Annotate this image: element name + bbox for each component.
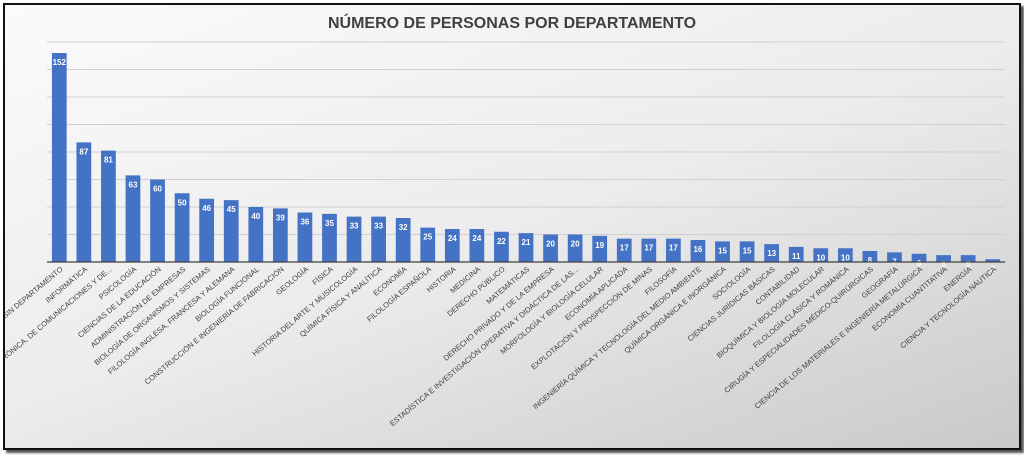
- data-label: 33: [350, 222, 359, 231]
- bar: [936, 255, 951, 262]
- data-label: 8: [868, 256, 873, 265]
- bar: [174, 193, 190, 262]
- data-label: 35: [325, 219, 334, 228]
- bar: [518, 233, 534, 262]
- data-label: 19: [595, 241, 604, 250]
- data-label: 10: [841, 253, 850, 262]
- data-label: 17: [644, 244, 653, 253]
- bar: [125, 175, 141, 262]
- data-label: 2: [990, 264, 995, 273]
- bar: [444, 229, 460, 262]
- data-label: 17: [669, 244, 678, 253]
- bar: [297, 212, 313, 262]
- data-label: 39: [276, 213, 285, 222]
- data-label: 15: [743, 246, 752, 255]
- bar: [420, 227, 436, 262]
- bar: [739, 241, 755, 262]
- bar: [764, 244, 780, 262]
- bar: [862, 251, 878, 262]
- bar: [911, 253, 927, 262]
- data-label: 5: [941, 260, 946, 269]
- chart-title: NÚMERO DE PERSONAS POR DEPARTAMENTO: [327, 15, 697, 32]
- bar: [715, 241, 730, 262]
- bar: [592, 235, 608, 262]
- data-label: 152: [53, 58, 67, 67]
- bar: [346, 216, 362, 262]
- data-label: 46: [202, 204, 211, 213]
- bar: [543, 234, 558, 262]
- bar: [690, 240, 706, 262]
- data-label: 32: [399, 223, 408, 232]
- bar: [887, 252, 902, 262]
- data-label: 21: [522, 238, 531, 247]
- bar: [813, 248, 829, 262]
- data-label: 6: [917, 259, 922, 268]
- bar: [469, 229, 485, 262]
- data-label: 20: [546, 240, 555, 249]
- bar: [666, 238, 681, 262]
- bar: [960, 255, 976, 262]
- bar: [248, 207, 264, 262]
- data-label: 16: [693, 245, 702, 254]
- data-label: 20: [571, 240, 580, 249]
- data-label: 45: [227, 205, 236, 214]
- bar: [272, 208, 288, 262]
- bar: [395, 218, 411, 262]
- data-label: 24: [448, 234, 457, 243]
- bar: [101, 150, 116, 262]
- bar: [223, 200, 239, 262]
- data-label: 24: [472, 234, 481, 243]
- data-label: 50: [178, 198, 187, 207]
- bar: [788, 246, 804, 262]
- data-label: 17: [620, 244, 629, 253]
- data-label: 5: [966, 260, 971, 269]
- data-label: 87: [79, 147, 88, 156]
- bar: [985, 259, 1001, 262]
- chart-frame: NÚMERO DE PERSONAS POR DEPARTAMENTO 152 S…: [3, 3, 1021, 450]
- data-label: 81: [104, 156, 113, 165]
- data-label: 11: [792, 252, 801, 261]
- bar: [837, 248, 853, 262]
- data-label: 10: [816, 253, 825, 262]
- bar: [322, 213, 337, 262]
- bar: [371, 216, 386, 262]
- data-label: 36: [300, 218, 309, 227]
- data-label: 63: [129, 180, 138, 189]
- data-label: 60: [153, 185, 162, 194]
- bar: [616, 238, 632, 262]
- data-label: 40: [251, 212, 260, 221]
- bar: [51, 53, 67, 262]
- bar: [150, 179, 165, 262]
- bar: [641, 238, 657, 262]
- bar: [76, 142, 92, 262]
- data-label: 33: [374, 222, 383, 231]
- data-label: 13: [767, 249, 776, 258]
- bar: [494, 231, 509, 262]
- data-label: 22: [497, 237, 506, 246]
- data-label: 15: [718, 246, 727, 255]
- data-label: 25: [423, 233, 432, 242]
- bar: [199, 198, 215, 262]
- bar: [567, 234, 583, 262]
